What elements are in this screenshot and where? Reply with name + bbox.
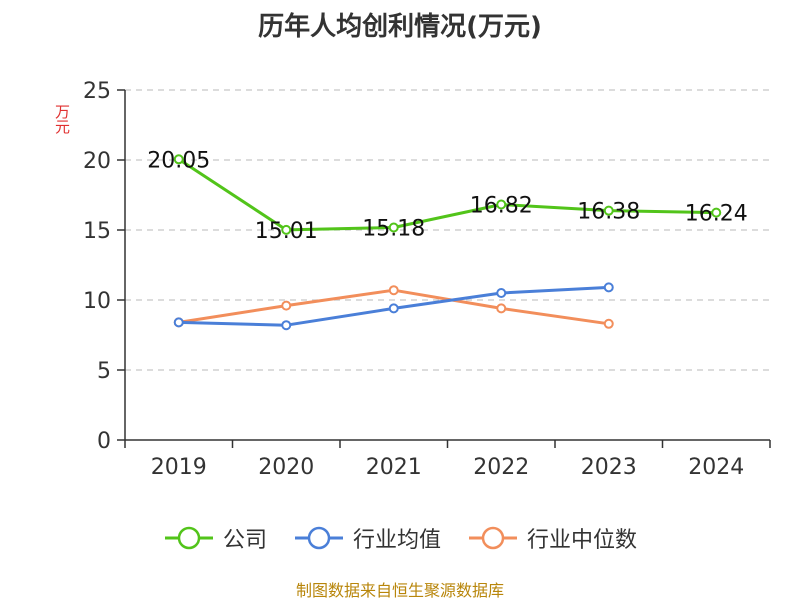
- point-行业均值-2021: [388, 303, 399, 314]
- y-axis-label: 万元: [53, 104, 71, 134]
- data-label-2024: 16.24: [685, 202, 748, 227]
- axis-layer: 0 5 10 15 20 25 2019 2020 2021 2022 2023 2024: [83, 79, 771, 480]
- legend: 公司 行业均值 行业中位数: [0, 518, 800, 558]
- point-公司-2020: [281, 224, 292, 235]
- y-tick-label-15: 15: [83, 219, 111, 244]
- y-tick-label-10: 10: [83, 289, 111, 314]
- point-行业均值-2019: [173, 317, 184, 328]
- x-tick-label-2024: 2024: [688, 455, 744, 480]
- y-tick-label-25: 25: [83, 79, 111, 104]
- point-行业中位数-2021: [388, 285, 399, 296]
- legend-swatch: [469, 526, 517, 550]
- label-layer: 20.05 15.01 15.18 16.82 16.38 16.24: [147, 148, 747, 244]
- legend-label: 行业均值: [352, 528, 441, 553]
- point-行业中位数-2022: [496, 303, 507, 314]
- x-tick-label-2023: 2023: [581, 455, 637, 480]
- legend-item-行业均值[interactable]: 行业均值: [293, 522, 441, 554]
- data-label-2022: 16.82: [470, 194, 533, 219]
- point-行业中位数-2023: [603, 318, 614, 329]
- point-公司-2021: [388, 222, 399, 233]
- series-line-公司: [177, 158, 717, 232]
- point-公司-2024: [711, 207, 722, 218]
- legend-swatch: [294, 526, 343, 550]
- legend-swatch: [164, 526, 213, 550]
- data-label-2019: 20.05: [147, 148, 210, 173]
- legend-item-公司[interactable]: 公司: [163, 522, 267, 554]
- x-tick-label-2019: 2019: [151, 455, 207, 480]
- point-行业均值-2020: [281, 320, 292, 331]
- point-公司-2023: [603, 205, 614, 216]
- legend-item-行业中位数[interactable]: 行业中位数: [467, 522, 637, 554]
- point-公司-2019: [173, 154, 184, 165]
- point-行业均值-2023: [603, 282, 614, 293]
- grid-layer: [125, 89, 770, 371]
- y-tick-label-20: 20: [83, 149, 111, 174]
- legend-label: 行业中位数: [527, 528, 638, 553]
- x-tick-label-2021: 2021: [366, 455, 422, 480]
- x-tick-label-2022: 2022: [473, 455, 529, 480]
- y-tick-label-5: 5: [97, 359, 111, 384]
- data-label-2021: 15.18: [362, 216, 425, 241]
- x-tick-label-2020: 2020: [258, 455, 314, 480]
- series-layer: [173, 154, 722, 331]
- y-tick-label-0: 0: [97, 429, 111, 454]
- point-行业均值-2022: [496, 288, 507, 298]
- data-source: 制图数据来自恒生聚源数据库: [295, 581, 504, 600]
- point-行业中位数-2020: [281, 300, 292, 311]
- point-公司-2022: [496, 199, 507, 210]
- data-label-2020: 15.01: [255, 219, 318, 244]
- data-label-2023: 16.38: [577, 200, 640, 225]
- legend-label: 公司: [222, 528, 267, 553]
- chart-title: 历年人均创利情况(万元): [258, 12, 542, 42]
